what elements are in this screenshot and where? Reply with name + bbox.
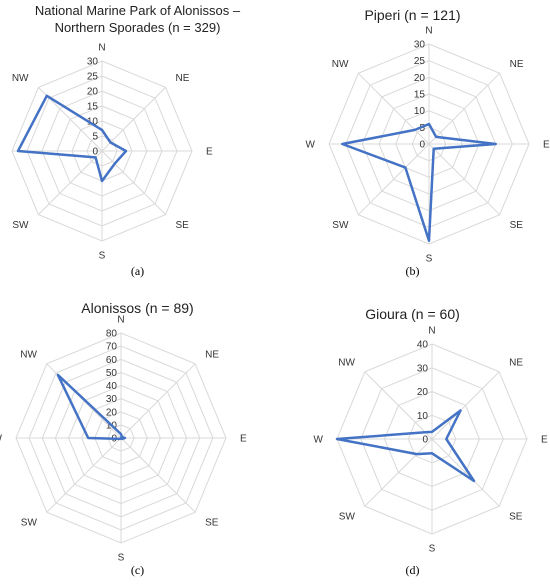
category-label: SW — [332, 220, 349, 231]
tick-label: 80 — [106, 329, 118, 340]
category-label: W — [0, 434, 3, 445]
grid-spoke — [428, 143, 501, 216]
category-label: W — [306, 140, 316, 151]
panel-caption: (c) — [130, 563, 145, 577]
category-label: NW — [332, 59, 349, 70]
category-label: S — [426, 254, 433, 265]
grid-spoke — [46, 437, 122, 513]
chart-title-line: Alonissos (n = 89) — [81, 300, 194, 316]
panel-caption: (a) — [130, 264, 145, 278]
category-label: SE — [205, 518, 219, 529]
category-label: SE — [509, 512, 523, 523]
radar-panel-b: Piperi (n = 121) 30 25 20 15 10 5 0 N NE E SE S SW W N… — [275, 0, 550, 293]
category-label: NW — [12, 73, 29, 84]
grid-spoke — [357, 72, 430, 145]
tick-label: 60 — [106, 355, 118, 366]
tick-label: 40 — [106, 381, 118, 392]
radar-chart: 30 25 20 15 10 5 0 N NE E SE S SW W NW — [306, 26, 550, 265]
chart-title: National Marine Park of Alonissos – Nort… — [0, 2, 275, 36]
category-label: NE — [176, 73, 190, 84]
tick-label: 25 — [414, 56, 426, 67]
tick-label: 20 — [417, 387, 429, 398]
category-label: N — [98, 43, 105, 54]
category-label: S — [99, 251, 106, 262]
category-label: SW — [12, 220, 29, 231]
tick-label: 70 — [106, 342, 118, 353]
category-label: NE — [205, 349, 219, 360]
grid-spoke — [428, 72, 501, 145]
category-label: E — [206, 147, 213, 158]
tick-label: 0 — [92, 147, 98, 158]
grid-spoke — [431, 438, 500, 507]
radar-panel-d: Gioura (n = 60) 40 30 20 10 0 N NE E SE S SW W NW (d… — [275, 293, 550, 587]
tick-label: 20 — [106, 407, 118, 418]
category-label: E — [240, 434, 247, 445]
panel-caption: (b) — [405, 264, 420, 278]
radar-chart: 80706050403020100NNEESESSWWNW — [0, 315, 247, 564]
radar-panel-c: Alonissos (n = 89) 80 70 60 50 40 30 20 10 0 N NE E… — [0, 293, 275, 587]
category-label: NE — [510, 59, 524, 70]
grid-spoke — [364, 371, 433, 440]
tick-label: 15 — [87, 102, 99, 113]
category-label: S — [429, 544, 436, 555]
category-label: N — [117, 315, 124, 326]
tick-label: 10 — [414, 106, 426, 117]
category-label: N — [428, 326, 435, 337]
grid-spoke — [101, 87, 166, 152]
category-label: SW — [339, 512, 356, 523]
tick-label: 30 — [87, 57, 99, 68]
category-label: N — [425, 26, 432, 37]
tick-label: 50 — [106, 368, 118, 379]
tick-label: 30 — [414, 40, 426, 51]
tick-label: 40 — [417, 340, 429, 351]
tick-label: 30 — [106, 394, 118, 405]
chart-title: Piperi (n = 121) — [275, 7, 550, 24]
tick-label: 20 — [414, 73, 426, 84]
chart-title: Gioura (n = 60) — [275, 306, 550, 323]
tick-label: 10 — [417, 411, 429, 422]
tick-label: 0 — [422, 435, 428, 446]
grid-spoke — [101, 150, 166, 215]
grid-spoke — [364, 438, 433, 507]
tick-label: 15 — [414, 90, 426, 101]
tick-label: 5 — [419, 123, 425, 134]
category-label: W — [314, 435, 324, 446]
panel-caption: (d) — [405, 563, 420, 577]
grid-spoke — [357, 143, 430, 216]
category-label: E — [541, 435, 548, 446]
chart-title-line: Northern Sporades (n = 329) — [54, 20, 221, 35]
radar-panel-a: National Marine Park of Alonissos – Nort… — [0, 0, 275, 293]
grid-spoke — [120, 437, 196, 513]
category-label: E — [543, 140, 550, 151]
grid-spoke — [120, 363, 196, 439]
category-label: NE — [509, 357, 523, 368]
radar-chart: 40 30 20 10 0 N NE E SE S SW W NW — [314, 326, 548, 555]
category-label: NW — [338, 357, 355, 368]
category-label: SE — [510, 220, 524, 231]
category-label: SE — [176, 220, 190, 231]
tick-label: 0 — [419, 140, 425, 151]
grid-spoke — [38, 150, 103, 215]
tick-label: 10 — [87, 117, 99, 128]
grid-spoke — [431, 371, 500, 440]
tick-label: 20 — [87, 87, 99, 98]
category-label: SW — [21, 518, 38, 529]
chart-title-line: Piperi (n = 121) — [364, 7, 461, 23]
chart-title: Alonissos (n = 89) — [0, 300, 275, 317]
chart-title-line: Gioura (n = 60) — [365, 306, 460, 322]
tick-label: 25 — [87, 72, 99, 83]
category-label: S — [118, 553, 125, 564]
tick-label: 30 — [417, 363, 429, 374]
category-label: NW — [20, 349, 37, 360]
chart-title-line: National Marine Park of Alonissos – — [34, 3, 241, 18]
tick-label: 5 — [92, 132, 98, 143]
